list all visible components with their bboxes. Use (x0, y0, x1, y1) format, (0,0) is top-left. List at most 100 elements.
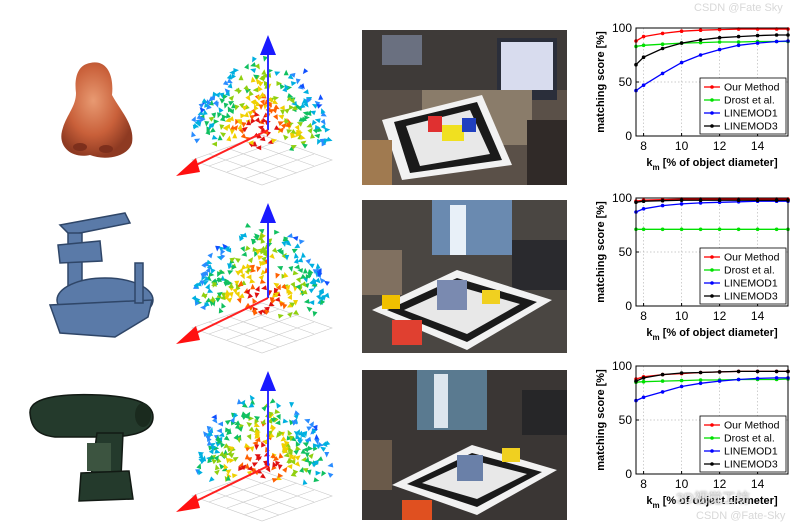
normal-vector-glyph (247, 257, 254, 264)
normal-vector-glyph (289, 145, 295, 151)
normal-vector-glyph (302, 430, 308, 437)
normal-vector-glyph (288, 454, 294, 461)
normal-vector-glyph (257, 125, 264, 131)
normal-vector-glyph (229, 417, 235, 424)
normal-vector-glyph (230, 73, 236, 80)
normal-vector-glyph (240, 464, 247, 471)
x-axis-label: km [% of object diameter] (646, 327, 778, 342)
normal-vector-glyph (270, 453, 277, 459)
data-point (717, 379, 722, 383)
normal-vector-glyph (311, 428, 317, 435)
normal-vector-glyph (253, 74, 260, 80)
data-point (736, 369, 741, 374)
y-axis-label: matching score [%] (595, 369, 607, 471)
normal-vector-glyph (316, 270, 323, 277)
normal-vector-glyph (305, 274, 312, 280)
data-point (774, 227, 779, 232)
normal-vector-glyph (246, 421, 253, 428)
normal-vector-glyph (317, 456, 324, 461)
normal-vector-glyph (276, 402, 282, 409)
normal-vector-glyph (290, 471, 297, 477)
normal-vector-glyph (206, 259, 213, 265)
normal-vector-glyph (252, 56, 257, 63)
normal-vector-glyph (301, 98, 308, 105)
normal-vector-glyph (304, 418, 311, 424)
normal-vector-glyph (265, 466, 271, 473)
normal-vector-glyph (262, 260, 268, 266)
legend-label: LINEMOD1 (724, 108, 778, 120)
data-point (679, 371, 684, 375)
normal-vector-glyph (293, 309, 300, 316)
normal-vector-glyph (256, 266, 262, 273)
normal-vector-glyph (254, 434, 261, 439)
normal-vector-glyph (308, 453, 314, 460)
series-line-linemod3 (635, 34, 788, 66)
normal-vector-glyph (238, 235, 244, 242)
normal-vector-glyph (236, 297, 242, 304)
normal-vector-glyph (208, 298, 215, 304)
normal-vector-glyph (279, 83, 285, 90)
data-point (698, 40, 703, 45)
normal-vector-glyph (250, 99, 256, 106)
normal-vector-glyph (229, 458, 235, 464)
normal-vector-glyph (246, 433, 252, 441)
legend-marker (710, 449, 714, 453)
normal-vector-glyph (261, 69, 267, 75)
normal-vector-glyph (227, 270, 234, 275)
normal-vector-glyph (228, 95, 235, 102)
normal-vector-glyph (248, 415, 254, 421)
normal-vector-glyph (238, 74, 244, 81)
data-point (717, 227, 722, 232)
normal-vector-glyph (278, 452, 284, 459)
normal-vector-glyph (218, 107, 224, 114)
normal-vector-glyph (324, 292, 330, 299)
normal-vector-glyph (255, 454, 262, 461)
normal-vector-glyph (326, 136, 333, 142)
normal-vector-glyph (281, 283, 287, 290)
scene-photo-2 (362, 200, 567, 353)
normal-vector-glyph (227, 82, 233, 89)
normal-vector-glyph (289, 97, 295, 104)
normal-vector-glyph (195, 281, 202, 287)
data-point (641, 207, 646, 211)
normal-vector-glyph (300, 140, 307, 146)
normal-vector-glyph (290, 144, 297, 150)
normal-vector-glyph (274, 229, 280, 235)
normal-vector-glyph (214, 469, 220, 476)
normal-vector-glyph (213, 119, 220, 125)
normal-vector-glyph (254, 111, 260, 117)
normal-vector-glyph (216, 428, 222, 434)
x-tick-label: 10 (675, 477, 689, 491)
normal-vector-glyph (317, 138, 322, 145)
normal-vector-glyph (227, 116, 234, 122)
normal-vector-glyph (302, 68, 309, 75)
normal-vector-glyph (283, 440, 290, 447)
normal-vector-glyph (288, 458, 293, 465)
legend-marker (710, 124, 714, 128)
normal-vector-glyph (258, 274, 265, 281)
data-point (717, 370, 722, 374)
normal-vector-glyph (250, 118, 256, 125)
normal-vector-glyph (209, 122, 216, 128)
normal-vector-glyph (290, 128, 297, 134)
data-point (641, 43, 646, 48)
normal-vector-glyph (254, 437, 261, 443)
normal-vector-glyph (208, 454, 215, 460)
normal-vector-glyph (271, 247, 278, 254)
normal-vector-glyph (288, 266, 294, 272)
data-point (774, 376, 779, 380)
normal-vector-glyph (295, 277, 301, 284)
normal-vector-glyph (259, 74, 264, 81)
y-axis-label: matching score [%] (595, 31, 607, 133)
normal-vector-glyph (251, 462, 259, 468)
normal-vector-glyph (294, 124, 300, 131)
normal-vector-glyph (290, 281, 296, 288)
normal-vector-glyph (219, 132, 226, 138)
normal-vector-glyph (211, 445, 217, 451)
normal-vector-glyph (287, 449, 293, 456)
normal-vector-glyph (293, 449, 300, 455)
normal-vector-glyph (260, 245, 267, 252)
normal-vector-glyph (191, 131, 196, 138)
